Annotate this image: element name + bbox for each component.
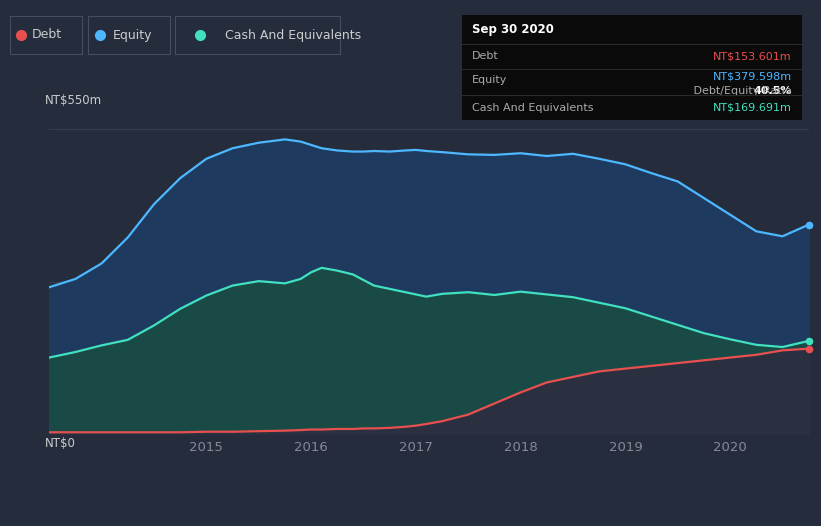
Text: Sep 30 2020: Sep 30 2020	[472, 23, 554, 36]
Text: NT$169.691m: NT$169.691m	[713, 103, 791, 113]
Text: NT$153.601m: NT$153.601m	[713, 52, 791, 62]
Text: Equity: Equity	[472, 75, 507, 85]
Text: NT$379.598m: NT$379.598m	[713, 72, 791, 82]
Text: NT$550m: NT$550m	[45, 94, 103, 107]
Text: Debt: Debt	[31, 28, 62, 42]
Text: Debt/Equity Ratio: Debt/Equity Ratio	[690, 86, 791, 96]
Point	[802, 220, 815, 229]
Text: Cash And Equivalents: Cash And Equivalents	[472, 103, 594, 113]
Text: Cash And Equivalents: Cash And Equivalents	[224, 28, 360, 42]
Text: 40.5%: 40.5%	[754, 86, 791, 96]
Text: Equity: Equity	[112, 28, 152, 42]
Point	[802, 337, 815, 345]
Text: Debt: Debt	[472, 52, 499, 62]
Text: NT$0: NT$0	[45, 437, 76, 450]
Point	[802, 345, 815, 353]
